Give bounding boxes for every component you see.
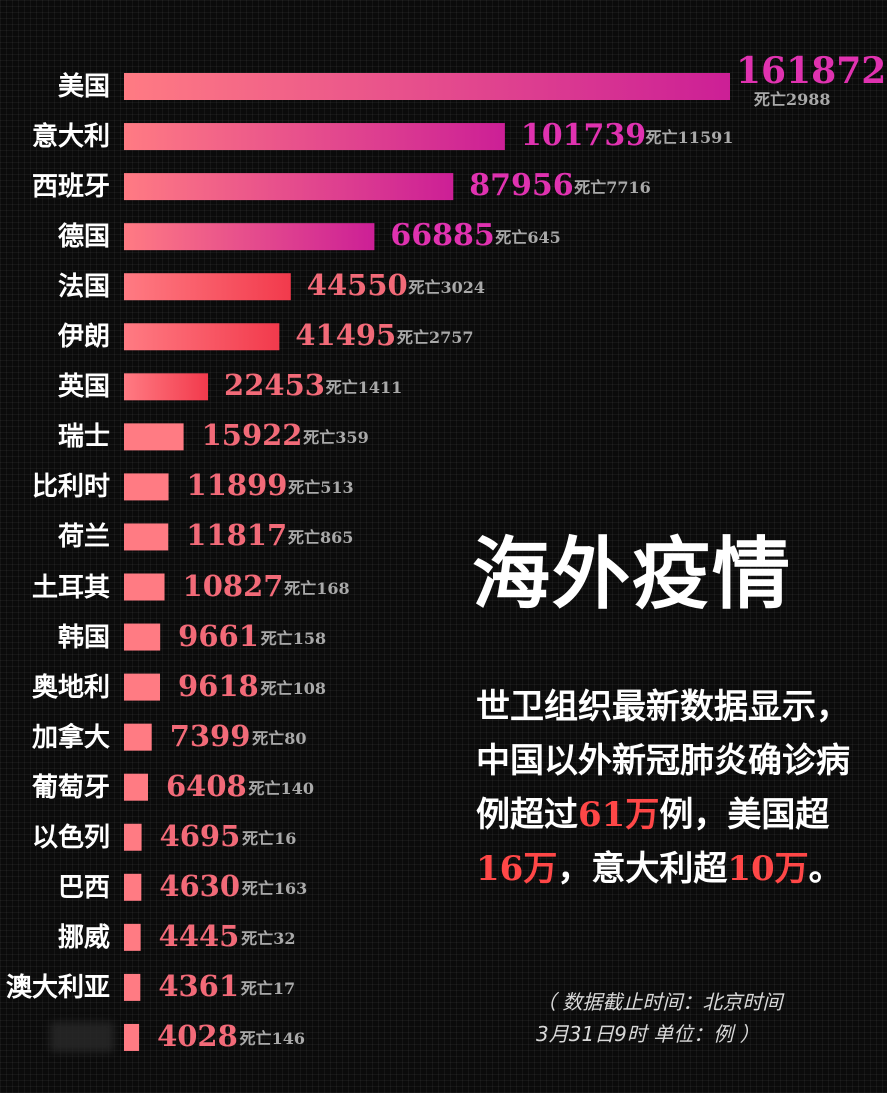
bar-2 bbox=[124, 173, 454, 201]
value-label-4: 44550 bbox=[306, 268, 408, 303]
death-label-1: 死亡11591 bbox=[645, 128, 734, 148]
value-label-3: 66885 bbox=[390, 218, 495, 254]
death-label-7: 死亡359 bbox=[303, 428, 369, 448]
value-label-12: 9618 bbox=[178, 668, 259, 703]
data-note: （ 数据截止时间：北京时间 3月31日9时 单位：例 ） bbox=[536, 986, 866, 1050]
bar-4 bbox=[124, 273, 291, 301]
summary-highlight-16w: 16万 bbox=[476, 849, 558, 889]
summary-part-4: 。 bbox=[808, 849, 843, 889]
country-label-15: 以色列 bbox=[31, 822, 110, 853]
death-label-6: 死亡1411 bbox=[325, 378, 403, 398]
death-label-14: 死亡140 bbox=[248, 778, 314, 798]
bar-16 bbox=[124, 873, 142, 901]
country-label-13: 加拿大 bbox=[31, 722, 110, 753]
bar-19 bbox=[124, 1023, 140, 1051]
death-label-13: 死亡80 bbox=[252, 728, 307, 748]
death-label-10: 死亡168 bbox=[284, 578, 350, 598]
death-label-9: 死亡865 bbox=[287, 528, 354, 548]
death-label-0: 死亡2988 bbox=[754, 90, 831, 109]
bar-18 bbox=[124, 973, 141, 1001]
summary-part-2: 例，美国超 bbox=[659, 795, 830, 835]
country-label-4: 法国 bbox=[57, 272, 110, 303]
country-label-10: 土耳其 bbox=[31, 572, 110, 603]
bar-7 bbox=[124, 423, 184, 451]
bar-3 bbox=[124, 223, 375, 251]
country-label-3: 德国 bbox=[57, 222, 110, 253]
summary-part-3: ，意大利超 bbox=[557, 849, 728, 889]
bar-6 bbox=[124, 373, 209, 401]
value-label-1: 101739 bbox=[520, 118, 647, 154]
death-label-19: 死亡146 bbox=[239, 1028, 306, 1048]
death-label-5: 死亡2757 bbox=[397, 328, 474, 348]
value-label-10: 10827 bbox=[182, 568, 284, 603]
value-label-9: 11817 bbox=[186, 518, 288, 553]
note-line-2: 3月31日9时 单位：例 ） bbox=[536, 1022, 760, 1046]
death-label-8: 死亡513 bbox=[288, 478, 354, 498]
country-label-0: 美国 bbox=[57, 72, 110, 102]
bar-12 bbox=[124, 673, 161, 701]
value-label-13: 7399 bbox=[169, 718, 251, 753]
redacted-label bbox=[50, 1022, 114, 1052]
bar-11 bbox=[124, 623, 161, 651]
value-label-8: 11899 bbox=[186, 468, 288, 503]
country-label-16: 巴西 bbox=[57, 872, 110, 903]
death-label-11: 死亡158 bbox=[260, 628, 327, 648]
country-label-2: 西班牙 bbox=[31, 172, 110, 203]
death-label-18: 死亡17 bbox=[240, 978, 296, 998]
country-label-6: 英国 bbox=[57, 372, 110, 403]
value-label-6: 22453 bbox=[224, 368, 325, 403]
bar-0 bbox=[124, 73, 730, 100]
bar-17 bbox=[124, 923, 141, 951]
death-label-12: 死亡108 bbox=[260, 678, 326, 698]
country-label-11: 韩国 bbox=[57, 622, 110, 653]
country-label-1: 意大利 bbox=[31, 122, 110, 153]
summary-text: 世卫组织最新数据显示，中国以外新冠肺炎确诊病例超过61万例，美国超 16万，意大利… bbox=[476, 680, 876, 896]
summary-highlight-10w: 10万 bbox=[727, 849, 809, 889]
headline: 海外疫情 bbox=[472, 529, 793, 620]
country-label-5: 伊朗 bbox=[57, 322, 110, 353]
bar-5 bbox=[124, 323, 280, 351]
value-label-14: 6408 bbox=[165, 768, 247, 803]
death-label-15: 死亡16 bbox=[242, 828, 297, 848]
death-label-3: 死亡645 bbox=[495, 228, 561, 248]
country-label-8: 比利时 bbox=[31, 472, 110, 503]
bar-15 bbox=[124, 823, 142, 851]
country-label-18: 澳大利亚 bbox=[5, 972, 110, 1003]
value-label-16: 4630 bbox=[159, 868, 241, 903]
country-label-14: 葡萄牙 bbox=[31, 772, 110, 803]
bar-8 bbox=[124, 473, 169, 501]
value-label-15: 4695 bbox=[159, 818, 241, 853]
value-label-11: 9661 bbox=[178, 618, 259, 653]
bar-10 bbox=[124, 573, 165, 601]
value-label-2: 87956 bbox=[469, 168, 574, 204]
country-label-7: 瑞士 bbox=[57, 422, 110, 453]
summary-highlight-61w: 61万 bbox=[578, 795, 660, 835]
country-label-17: 挪威 bbox=[57, 922, 110, 953]
bar-1 bbox=[124, 123, 505, 151]
value-label-5: 41495 bbox=[295, 318, 397, 353]
death-label-16: 死亡163 bbox=[241, 878, 308, 898]
note-line-1: （ 数据截止时间：北京时间 bbox=[536, 990, 783, 1014]
bar-9 bbox=[124, 523, 169, 551]
value-label-17: 4445 bbox=[158, 918, 240, 953]
country-label-9: 荷兰 bbox=[57, 522, 110, 553]
value-label-18: 4361 bbox=[158, 968, 240, 1003]
bar-13 bbox=[124, 723, 152, 751]
value-label-19: 4028 bbox=[157, 1018, 238, 1053]
value-label-7: 15922 bbox=[201, 418, 303, 453]
country-label-12: 奥地利 bbox=[31, 672, 110, 703]
bar-14 bbox=[124, 773, 148, 801]
death-label-17: 死亡32 bbox=[241, 928, 296, 948]
death-label-2: 死亡7716 bbox=[574, 178, 651, 198]
death-label-4: 死亡3024 bbox=[408, 278, 486, 298]
summary-part-1: 世卫组织最新数据显示，中国以外新冠肺炎确诊病例超过 bbox=[476, 687, 850, 835]
value-label-0: 161872 bbox=[736, 50, 887, 92]
